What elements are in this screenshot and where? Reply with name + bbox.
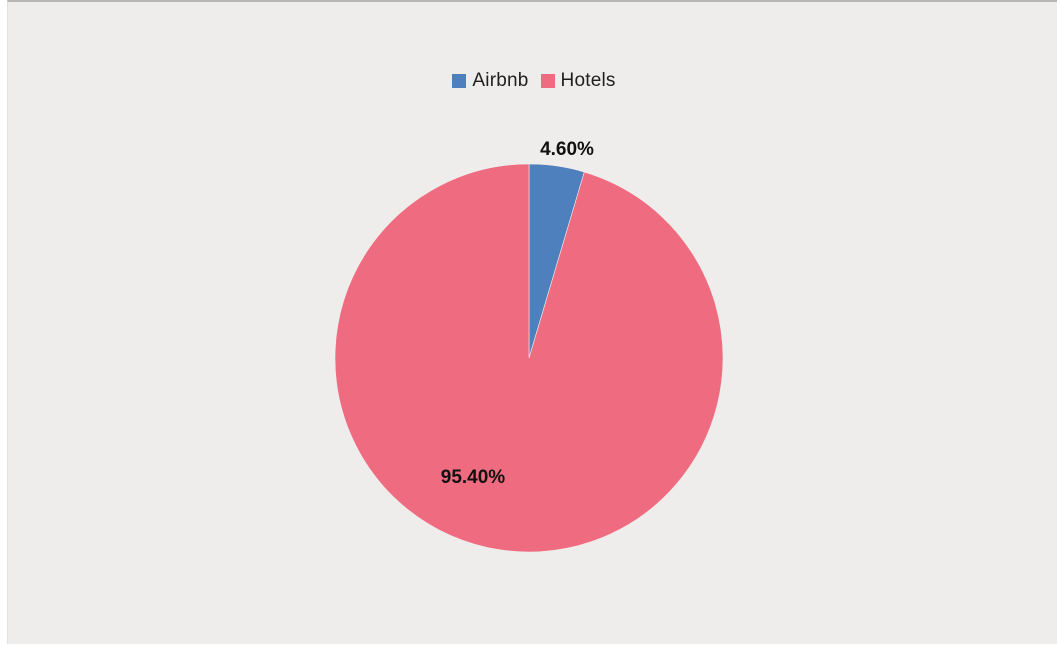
legend: Airbnb Hotels <box>0 68 1057 94</box>
pie-slices <box>334 163 724 553</box>
pie-slice-hotels <box>334 163 724 553</box>
legend-label-airbnb: Airbnb <box>472 70 529 91</box>
legend-swatch-airbnb <box>452 74 467 88</box>
data-label-airbnb: 4.60% <box>540 139 594 160</box>
legend-item-airbnb: Airbnb <box>452 70 528 92</box>
legend-label-hotels: Hotels <box>560 70 616 91</box>
data-label-hotels: 95.40% <box>441 467 506 488</box>
legend-swatch-hotels <box>540 74 555 88</box>
legend-item-hotels: Hotels <box>540 70 616 92</box>
